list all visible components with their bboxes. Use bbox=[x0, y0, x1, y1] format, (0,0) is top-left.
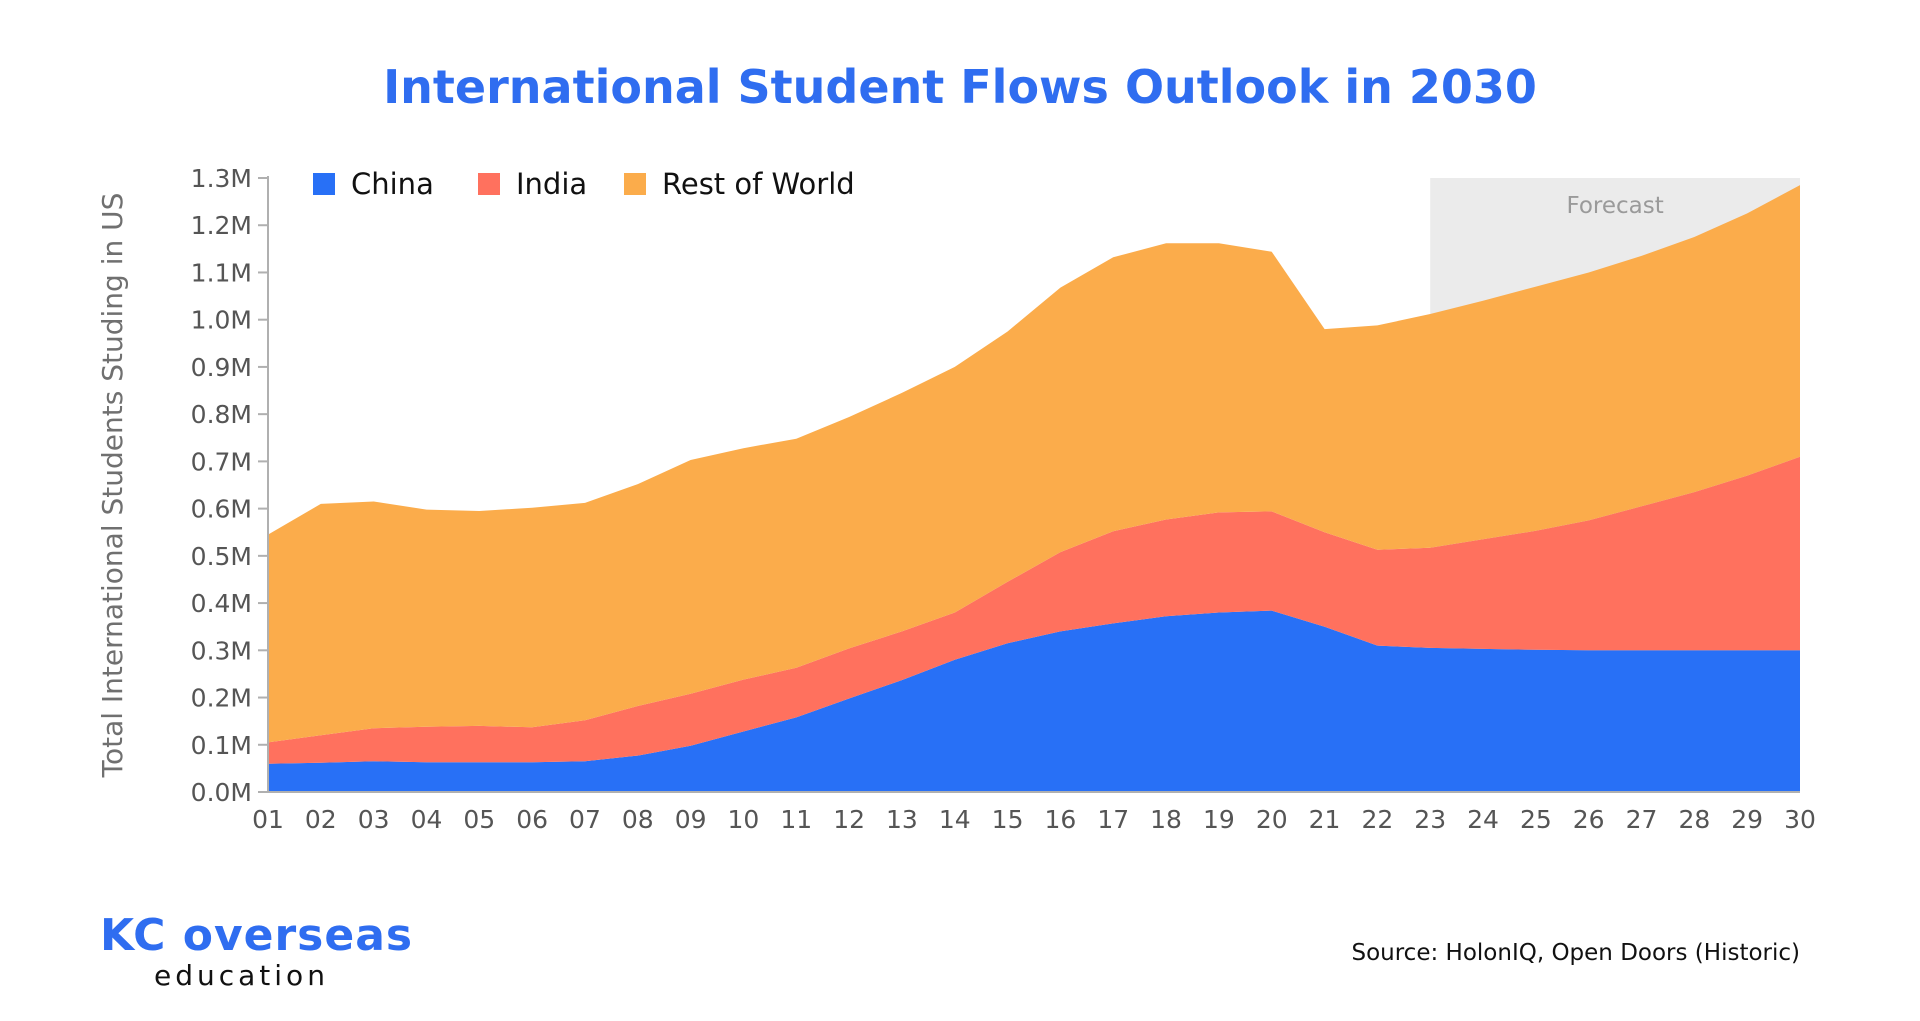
source-note: Source: HolonIQ, Open Doors (Historic) bbox=[1351, 940, 1800, 966]
chart-title: International Student Flows Outlook in 2… bbox=[383, 60, 1537, 114]
x-tick-label: 22 bbox=[1361, 805, 1393, 834]
y-tick-label: 0.3M bbox=[191, 636, 252, 665]
legend-label-india: India bbox=[516, 167, 587, 201]
x-tick-label: 18 bbox=[1150, 805, 1182, 834]
x-tick-label: 21 bbox=[1309, 805, 1341, 834]
y-tick-label: 1.1M bbox=[191, 258, 252, 287]
x-tick-label: 17 bbox=[1097, 805, 1129, 834]
x-tick-label: 03 bbox=[358, 805, 390, 834]
x-tick-label: 24 bbox=[1467, 805, 1499, 834]
x-tick-label: 16 bbox=[1045, 805, 1077, 834]
legend-label-rest-of-world: Rest of World bbox=[662, 167, 855, 201]
legend-swatch-china bbox=[313, 173, 335, 195]
x-tick-label: 09 bbox=[675, 805, 707, 834]
series-area-china bbox=[268, 610, 1800, 792]
y-tick-label: 0.1M bbox=[191, 731, 252, 760]
x-tick-label: 05 bbox=[463, 805, 495, 834]
y-axis-label: Total International Students Studing in … bbox=[96, 193, 129, 779]
x-tick-label: 02 bbox=[305, 805, 337, 834]
axes bbox=[267, 176, 1800, 793]
x-tick-label: 20 bbox=[1256, 805, 1288, 834]
series-areas bbox=[268, 185, 1800, 792]
x-tick-label: 29 bbox=[1731, 805, 1763, 834]
x-tick-label: 30 bbox=[1784, 805, 1816, 834]
x-tick-label: 25 bbox=[1520, 805, 1552, 834]
legend: China India Rest of World bbox=[313, 167, 855, 201]
x-tick-label: 11 bbox=[780, 805, 812, 834]
x-tick-label: 26 bbox=[1573, 805, 1605, 834]
brand-name: KC overseas bbox=[100, 910, 414, 961]
y-tick-label: 0.5M bbox=[191, 542, 252, 571]
x-tick-label: 15 bbox=[992, 805, 1024, 834]
y-tick-label: 1.3M bbox=[191, 164, 252, 193]
legend-label-china: China bbox=[351, 167, 434, 201]
x-tick-label: 10 bbox=[728, 805, 760, 834]
y-ticks: 0.0M 0.1M 0.2M 0.3M 0.4M 0.5M 0.6M 0.7M 0.8M 0.9M… bbox=[191, 164, 268, 807]
x-tick-label: 08 bbox=[622, 805, 654, 834]
x-tick-label: 13 bbox=[886, 805, 918, 834]
y-tick-label: 1.2M bbox=[191, 211, 252, 240]
forecast-label: Forecast bbox=[1566, 193, 1663, 219]
x-tick-label: 27 bbox=[1626, 805, 1658, 834]
legend-swatch-india bbox=[478, 173, 500, 195]
x-tick-label: 01 bbox=[252, 805, 284, 834]
brand-logo: KC overseas education bbox=[100, 912, 413, 992]
y-tick-label: 0.8M bbox=[191, 400, 252, 429]
x-tick-label: 23 bbox=[1414, 805, 1446, 834]
x-tick-label: 07 bbox=[569, 805, 601, 834]
y-tick-label: 0.7M bbox=[191, 447, 252, 476]
series-area-india bbox=[268, 456, 1800, 764]
x-ticks: 01 02 03 04 05 06 07 08 09 10 11 12 13 14 15 16 17 18 19 20… bbox=[252, 805, 1816, 834]
x-tick-label: 14 bbox=[939, 805, 971, 834]
x-tick-label: 19 bbox=[1203, 805, 1235, 834]
y-tick-label: 0.4M bbox=[191, 589, 252, 618]
series-area-rest-of-world bbox=[268, 185, 1800, 743]
brand-subtitle: education bbox=[154, 959, 329, 992]
x-tick-label: 04 bbox=[411, 805, 443, 834]
x-tick-label: 12 bbox=[833, 805, 865, 834]
y-tick-label: 1.0M bbox=[191, 306, 252, 335]
y-tick-label: 0.2M bbox=[191, 684, 252, 713]
y-tick-label: 0.6M bbox=[191, 495, 252, 524]
y-tick-label: 0.9M bbox=[191, 353, 252, 382]
legend-swatch-rest-of-world bbox=[624, 173, 646, 195]
x-tick-label: 28 bbox=[1678, 805, 1710, 834]
x-tick-label: 06 bbox=[516, 805, 548, 834]
y-tick-label: 0.0M bbox=[191, 778, 252, 807]
